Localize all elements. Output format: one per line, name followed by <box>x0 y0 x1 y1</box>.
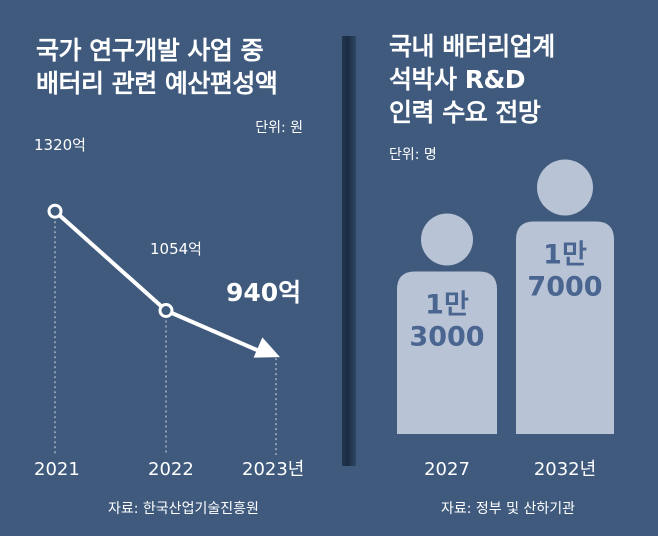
series-arrow-head <box>253 337 280 358</box>
workforce-chart-title-text: 국내 배터리업계 석박사 R&D 인력 수요 전망 <box>389 32 555 127</box>
bar-value-label-1-1: 7000 <box>527 272 602 303</box>
series-line-segment-0 <box>53 209 168 312</box>
value-label-0: 1320억 <box>34 136 86 154</box>
person-body-0 <box>397 271 497 434</box>
person-head-1 <box>537 159 593 216</box>
x-tick-label-2: 2023년 <box>242 459 304 480</box>
workforce-chart-panel: 국내 배터리업계 석박사 R&D 인력 수요 전망 단위: 명 자료: 정부 및… <box>355 0 658 536</box>
x-tick-label-0: 2021 <box>34 459 80 480</box>
budget-chart-title-text: 국가 연구개발 사업 중 배터리 관련 예산편성액 <box>36 36 278 98</box>
budget-chart-source: 자료: 한국산업기술진흥원 <box>108 501 259 517</box>
bar-category-label-1: 2032년 <box>534 459 596 480</box>
value-label-2: 940억 <box>226 278 301 307</box>
bar-value-label-0-0: 1만 <box>425 290 469 321</box>
budget-chart-panel: 국가 연구개발 사업 중 배터리 관련 예산편성액 단위: 원 자료: 한국산업… <box>36 34 303 517</box>
person-head-0 <box>421 213 473 266</box>
workforce-chart-source: 자료: 정부 및 산하기관 <box>441 501 575 517</box>
data-point-1 <box>158 303 174 319</box>
workforce-chart-title: 국내 배터리업계 석박사 R&D 인력 수요 전망 <box>389 30 555 129</box>
bar-value-label-1-0: 1만 <box>543 240 587 271</box>
data-point-0 <box>47 203 63 219</box>
value-label-1: 1054억 <box>150 240 202 258</box>
budget-chart-title: 국가 연구개발 사업 중 배터리 관련 예산편성액 <box>36 34 278 100</box>
series-line-segment-1 <box>165 308 265 355</box>
budget-chart-unit: 단위: 원 <box>255 120 303 136</box>
person-body-1 <box>516 221 614 434</box>
panel-divider <box>342 36 356 466</box>
workforce-chart-unit: 단위: 명 <box>389 147 437 163</box>
bar-value-label-0-1: 3000 <box>409 322 484 353</box>
x-tick-label-1: 2022 <box>148 459 194 480</box>
bar-category-label-0: 2027 <box>424 459 470 480</box>
